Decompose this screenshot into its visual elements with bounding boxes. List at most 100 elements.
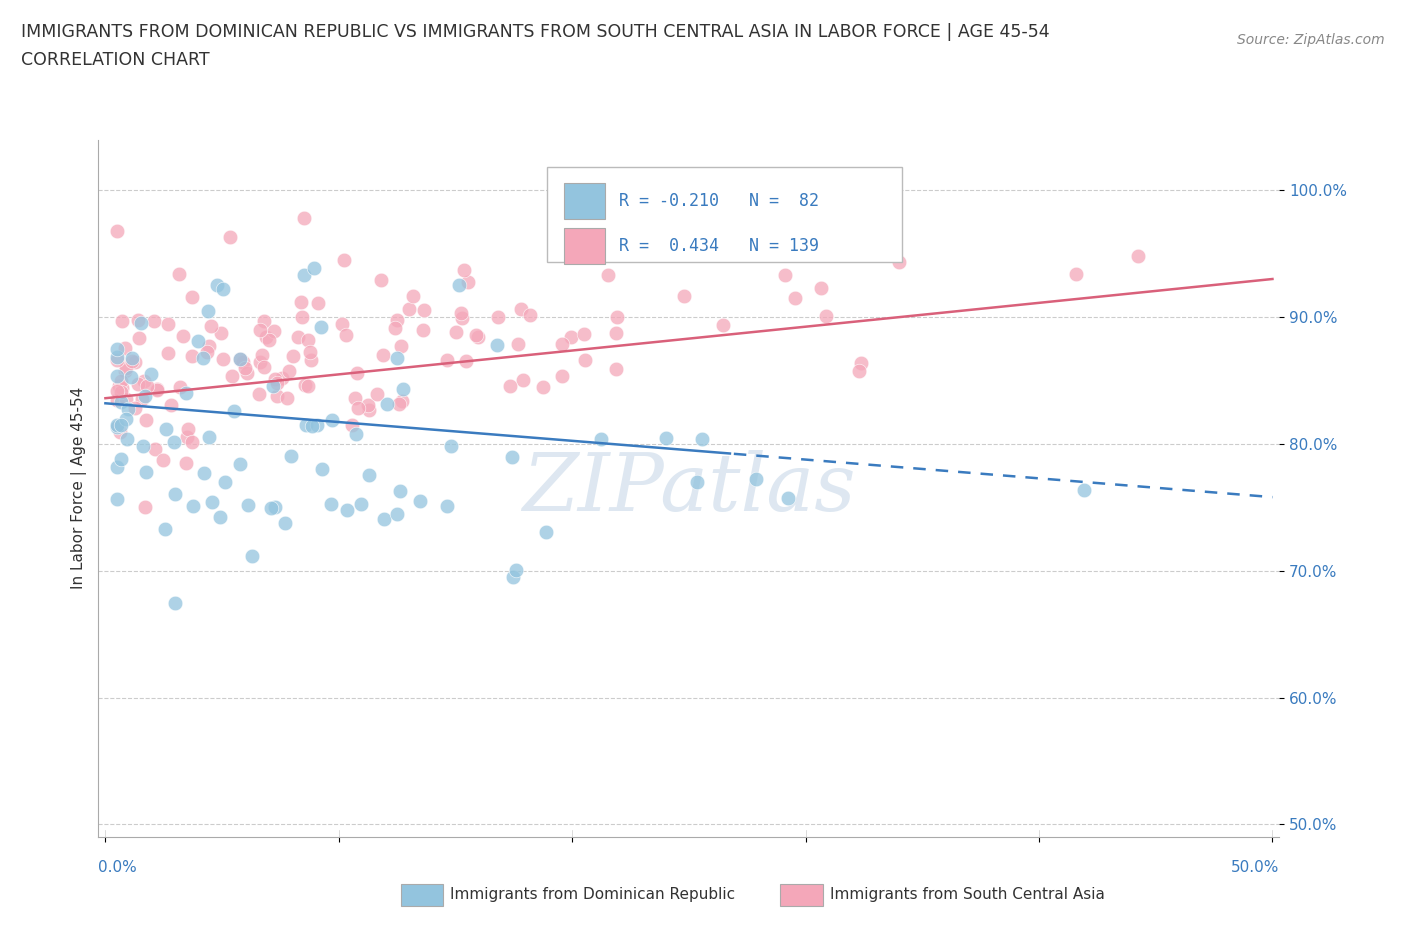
Point [201, 494, 224, 509]
Point [274, 515, 297, 530]
Point [167, 267, 190, 282]
Point [224, 404, 246, 418]
Point [191, 351, 214, 365]
Point [181, 434, 204, 449]
Point [589, 432, 612, 446]
Point [413, 303, 436, 318]
Point [221, 368, 243, 383]
Point [135, 413, 157, 428]
Point [335, 327, 357, 342]
Point [596, 268, 619, 283]
Point [114, 392, 136, 406]
Point [655, 431, 678, 445]
Point [105, 350, 128, 365]
Point [200, 318, 222, 333]
Point [385, 312, 408, 327]
Point [132, 373, 155, 388]
Point [486, 310, 509, 325]
Point [357, 397, 380, 412]
Point [262, 379, 284, 393]
Point [124, 401, 146, 416]
Point [157, 316, 180, 331]
Point [176, 430, 198, 445]
Point [266, 389, 288, 404]
Point [551, 337, 574, 352]
Point [249, 323, 271, 338]
Point [152, 453, 174, 468]
Point [141, 366, 163, 381]
Point [266, 376, 288, 391]
Point [105, 383, 128, 398]
Point [297, 379, 319, 393]
Point [155, 422, 177, 437]
Point [157, 346, 180, 361]
Point [605, 361, 627, 376]
Point [197, 304, 219, 319]
Point [436, 352, 458, 367]
Point [485, 338, 508, 352]
Point [115, 432, 138, 446]
Point [205, 277, 228, 292]
Point [311, 461, 333, 476]
Point [135, 464, 157, 479]
Point [775, 268, 797, 283]
Point [177, 421, 200, 436]
Point [134, 389, 156, 404]
Point [114, 364, 136, 379]
Point [105, 491, 128, 506]
Point [263, 371, 285, 386]
Point [212, 352, 235, 366]
Text: R =  0.434   N = 139: R = 0.434 N = 139 [619, 237, 820, 255]
Point [172, 328, 194, 343]
Point [388, 397, 411, 412]
Point [127, 312, 149, 327]
Point [280, 448, 302, 463]
Point [117, 402, 139, 417]
Point [187, 333, 209, 348]
Point [132, 439, 155, 454]
Point [385, 507, 408, 522]
Point [212, 282, 235, 297]
Point [163, 486, 186, 501]
Point [235, 365, 257, 380]
Point [105, 392, 128, 407]
Point [105, 224, 128, 239]
Point [321, 413, 343, 428]
Point [302, 261, 325, 276]
Point [785, 291, 807, 306]
Point [218, 230, 240, 245]
Point [174, 385, 197, 400]
Point [124, 354, 146, 369]
Text: Source: ZipAtlas.com: Source: ZipAtlas.com [1237, 33, 1385, 46]
Point [333, 253, 356, 268]
Point [366, 386, 388, 401]
Point [134, 500, 156, 515]
Point [711, 318, 734, 333]
Point [110, 418, 132, 432]
Point [606, 310, 628, 325]
Point [290, 295, 312, 310]
Point [572, 326, 595, 341]
Point [271, 371, 294, 386]
Point [776, 491, 799, 506]
Point [297, 332, 319, 347]
Point [131, 392, 153, 406]
Point [311, 319, 333, 334]
Y-axis label: In Labor Force | Age 45-54: In Labor Force | Age 45-54 [72, 387, 87, 590]
Point [456, 354, 478, 369]
Point [294, 378, 316, 392]
Point [105, 459, 128, 474]
Point [340, 418, 363, 432]
Point [128, 330, 150, 345]
Point [626, 246, 648, 261]
Point [672, 288, 695, 303]
Text: Immigrants from Dominican Republic: Immigrants from Dominican Republic [450, 887, 735, 902]
Point [391, 393, 413, 408]
Point [136, 379, 159, 393]
Point [174, 456, 197, 471]
Point [114, 340, 136, 355]
Point [307, 296, 329, 311]
Point [291, 310, 314, 325]
Point [129, 316, 152, 331]
Point [143, 442, 166, 457]
